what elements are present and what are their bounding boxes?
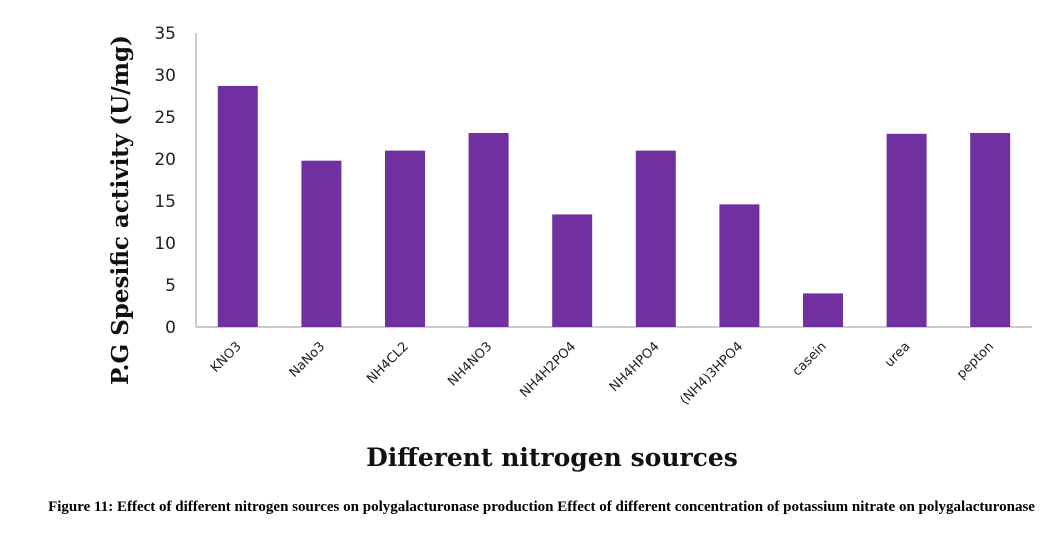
- x-tick-label: casein: [790, 339, 830, 379]
- y-tick-label: 25: [154, 108, 176, 128]
- x-tick-label: urea: [882, 339, 913, 370]
- y-tick-label: 0: [165, 318, 176, 338]
- bar: [635, 150, 676, 327]
- y-tick-label: 35: [154, 24, 176, 44]
- y-axis-ticks: 0 5 10 15 20 25 30 35: [154, 24, 176, 338]
- x-tick-label: NaNo3: [287, 339, 328, 380]
- y-tick-label: 15: [154, 192, 176, 212]
- bar: [468, 132, 509, 327]
- y-tick-label: 30: [154, 66, 176, 86]
- y-tick-label: 10: [154, 234, 176, 254]
- figure-caption: Figure 11: Effect of different nitrogen …: [48, 499, 1035, 515]
- x-tick-label: KNO3: [208, 339, 245, 376]
- bar: [719, 204, 760, 327]
- x-axis-label: Different nitrogen sources: [366, 443, 738, 472]
- bar: [886, 133, 927, 327]
- bar: [301, 160, 342, 327]
- y-tick-label: 20: [154, 150, 176, 170]
- x-tick-label: NH4CL2: [364, 339, 412, 387]
- bar: [970, 132, 1011, 327]
- y-tick-label: 5: [165, 276, 176, 296]
- x-tick-label: (NH4)3HPO4: [677, 339, 746, 408]
- bar: [552, 214, 593, 327]
- x-tick-label: pepton: [954, 339, 997, 382]
- x-tick-label: NH4H2PO4: [517, 339, 579, 401]
- bar: [385, 150, 425, 327]
- y-axis-label: P.G Spesific activity (U/mg): [107, 35, 134, 385]
- x-tick-label: NH4NO3: [445, 339, 495, 389]
- bar-series: [217, 85, 1011, 327]
- x-tick-label: NH4HPO4: [607, 339, 663, 395]
- bar: [803, 293, 843, 327]
- x-axis-category-labels: KNO3 NaNo3 NH4CL2 NH4NO3 NH4H2PO4 NH4HPO4 (NH4…: [208, 339, 997, 408]
- bar: [217, 85, 258, 327]
